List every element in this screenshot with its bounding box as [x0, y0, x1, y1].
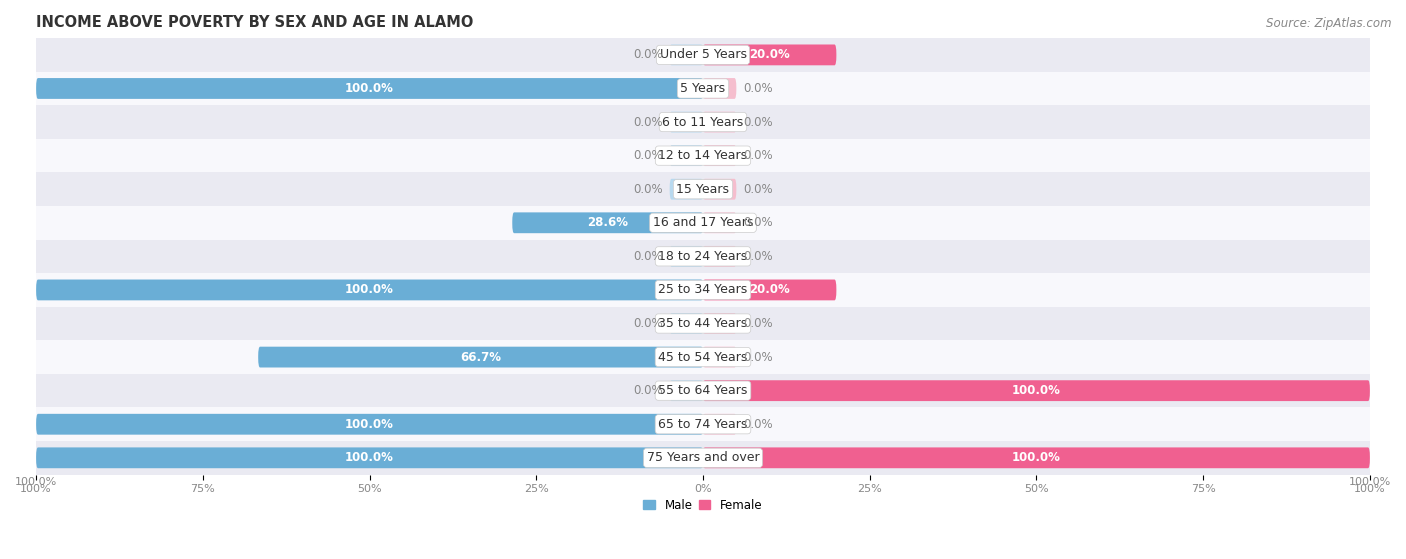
Text: 6 to 11 Years: 6 to 11 Years — [662, 116, 744, 129]
Legend: Male, Female: Male, Female — [638, 494, 768, 517]
Bar — [22, 105, 1384, 139]
Text: INCOME ABOVE POVERTY BY SEX AND AGE IN ALAMO: INCOME ABOVE POVERTY BY SEX AND AGE IN A… — [37, 15, 474, 30]
Bar — [22, 139, 1384, 172]
Text: 0.0%: 0.0% — [742, 183, 773, 196]
FancyBboxPatch shape — [37, 280, 703, 300]
Text: 0.0%: 0.0% — [742, 82, 773, 95]
Text: 0.0%: 0.0% — [633, 384, 664, 397]
FancyBboxPatch shape — [259, 347, 703, 367]
FancyBboxPatch shape — [512, 212, 703, 233]
Text: 0.0%: 0.0% — [633, 183, 664, 196]
Text: 45 to 54 Years: 45 to 54 Years — [658, 350, 748, 363]
Text: 12 to 14 Years: 12 to 14 Years — [658, 149, 748, 162]
Text: 5 Years: 5 Years — [681, 82, 725, 95]
Text: 0.0%: 0.0% — [633, 250, 664, 263]
Bar — [22, 206, 1384, 240]
FancyBboxPatch shape — [703, 447, 1369, 468]
Text: 55 to 64 Years: 55 to 64 Years — [658, 384, 748, 397]
Text: 16 and 17 Years: 16 and 17 Years — [652, 216, 754, 229]
Text: 15 Years: 15 Years — [676, 183, 730, 196]
Text: 0.0%: 0.0% — [742, 216, 773, 229]
Text: 0.0%: 0.0% — [633, 317, 664, 330]
Text: 0.0%: 0.0% — [633, 49, 664, 61]
FancyBboxPatch shape — [703, 78, 737, 99]
FancyBboxPatch shape — [703, 179, 737, 200]
Text: 100.0%: 100.0% — [1012, 384, 1062, 397]
Text: 100.0%: 100.0% — [344, 418, 394, 431]
Text: 100.0%: 100.0% — [344, 82, 394, 95]
Text: 20.0%: 20.0% — [749, 283, 790, 296]
Text: 100.0%: 100.0% — [1012, 451, 1062, 465]
Text: 75 Years and over: 75 Years and over — [647, 451, 759, 465]
FancyBboxPatch shape — [703, 347, 737, 367]
Text: 0.0%: 0.0% — [633, 149, 664, 162]
Bar — [22, 240, 1384, 273]
FancyBboxPatch shape — [669, 313, 703, 334]
FancyBboxPatch shape — [703, 380, 1369, 401]
FancyBboxPatch shape — [37, 78, 703, 99]
Text: 100.0%: 100.0% — [1348, 477, 1391, 487]
Text: 0.0%: 0.0% — [742, 418, 773, 431]
Bar — [22, 38, 1384, 72]
FancyBboxPatch shape — [703, 246, 737, 267]
FancyBboxPatch shape — [669, 246, 703, 267]
Text: 0.0%: 0.0% — [742, 149, 773, 162]
Text: 20.0%: 20.0% — [749, 49, 790, 61]
Text: 0.0%: 0.0% — [742, 317, 773, 330]
FancyBboxPatch shape — [703, 414, 737, 435]
Bar — [22, 340, 1384, 374]
FancyBboxPatch shape — [703, 45, 837, 65]
FancyBboxPatch shape — [703, 212, 737, 233]
Text: Under 5 Years: Under 5 Years — [659, 49, 747, 61]
Text: 65 to 74 Years: 65 to 74 Years — [658, 418, 748, 431]
FancyBboxPatch shape — [703, 145, 737, 166]
Text: 0.0%: 0.0% — [742, 116, 773, 129]
Bar — [22, 273, 1384, 307]
Bar — [22, 408, 1384, 441]
Text: 100.0%: 100.0% — [15, 477, 58, 487]
Text: 0.0%: 0.0% — [742, 250, 773, 263]
FancyBboxPatch shape — [703, 313, 737, 334]
Text: 100.0%: 100.0% — [344, 283, 394, 296]
Text: 0.0%: 0.0% — [742, 350, 773, 363]
Text: 0.0%: 0.0% — [633, 116, 664, 129]
Bar — [22, 441, 1384, 475]
FancyBboxPatch shape — [669, 179, 703, 200]
Bar — [22, 72, 1384, 105]
Bar — [22, 307, 1384, 340]
Text: 28.6%: 28.6% — [588, 216, 628, 229]
Text: 35 to 44 Years: 35 to 44 Years — [658, 317, 748, 330]
FancyBboxPatch shape — [669, 112, 703, 132]
FancyBboxPatch shape — [703, 280, 837, 300]
Bar — [22, 172, 1384, 206]
Bar — [22, 374, 1384, 408]
Text: Source: ZipAtlas.com: Source: ZipAtlas.com — [1267, 17, 1392, 30]
FancyBboxPatch shape — [37, 447, 703, 468]
FancyBboxPatch shape — [37, 414, 703, 435]
Text: 100.0%: 100.0% — [344, 451, 394, 465]
Text: 18 to 24 Years: 18 to 24 Years — [658, 250, 748, 263]
FancyBboxPatch shape — [669, 145, 703, 166]
Text: 25 to 34 Years: 25 to 34 Years — [658, 283, 748, 296]
FancyBboxPatch shape — [669, 45, 703, 65]
Text: 66.7%: 66.7% — [460, 350, 501, 363]
FancyBboxPatch shape — [669, 380, 703, 401]
FancyBboxPatch shape — [703, 112, 737, 132]
